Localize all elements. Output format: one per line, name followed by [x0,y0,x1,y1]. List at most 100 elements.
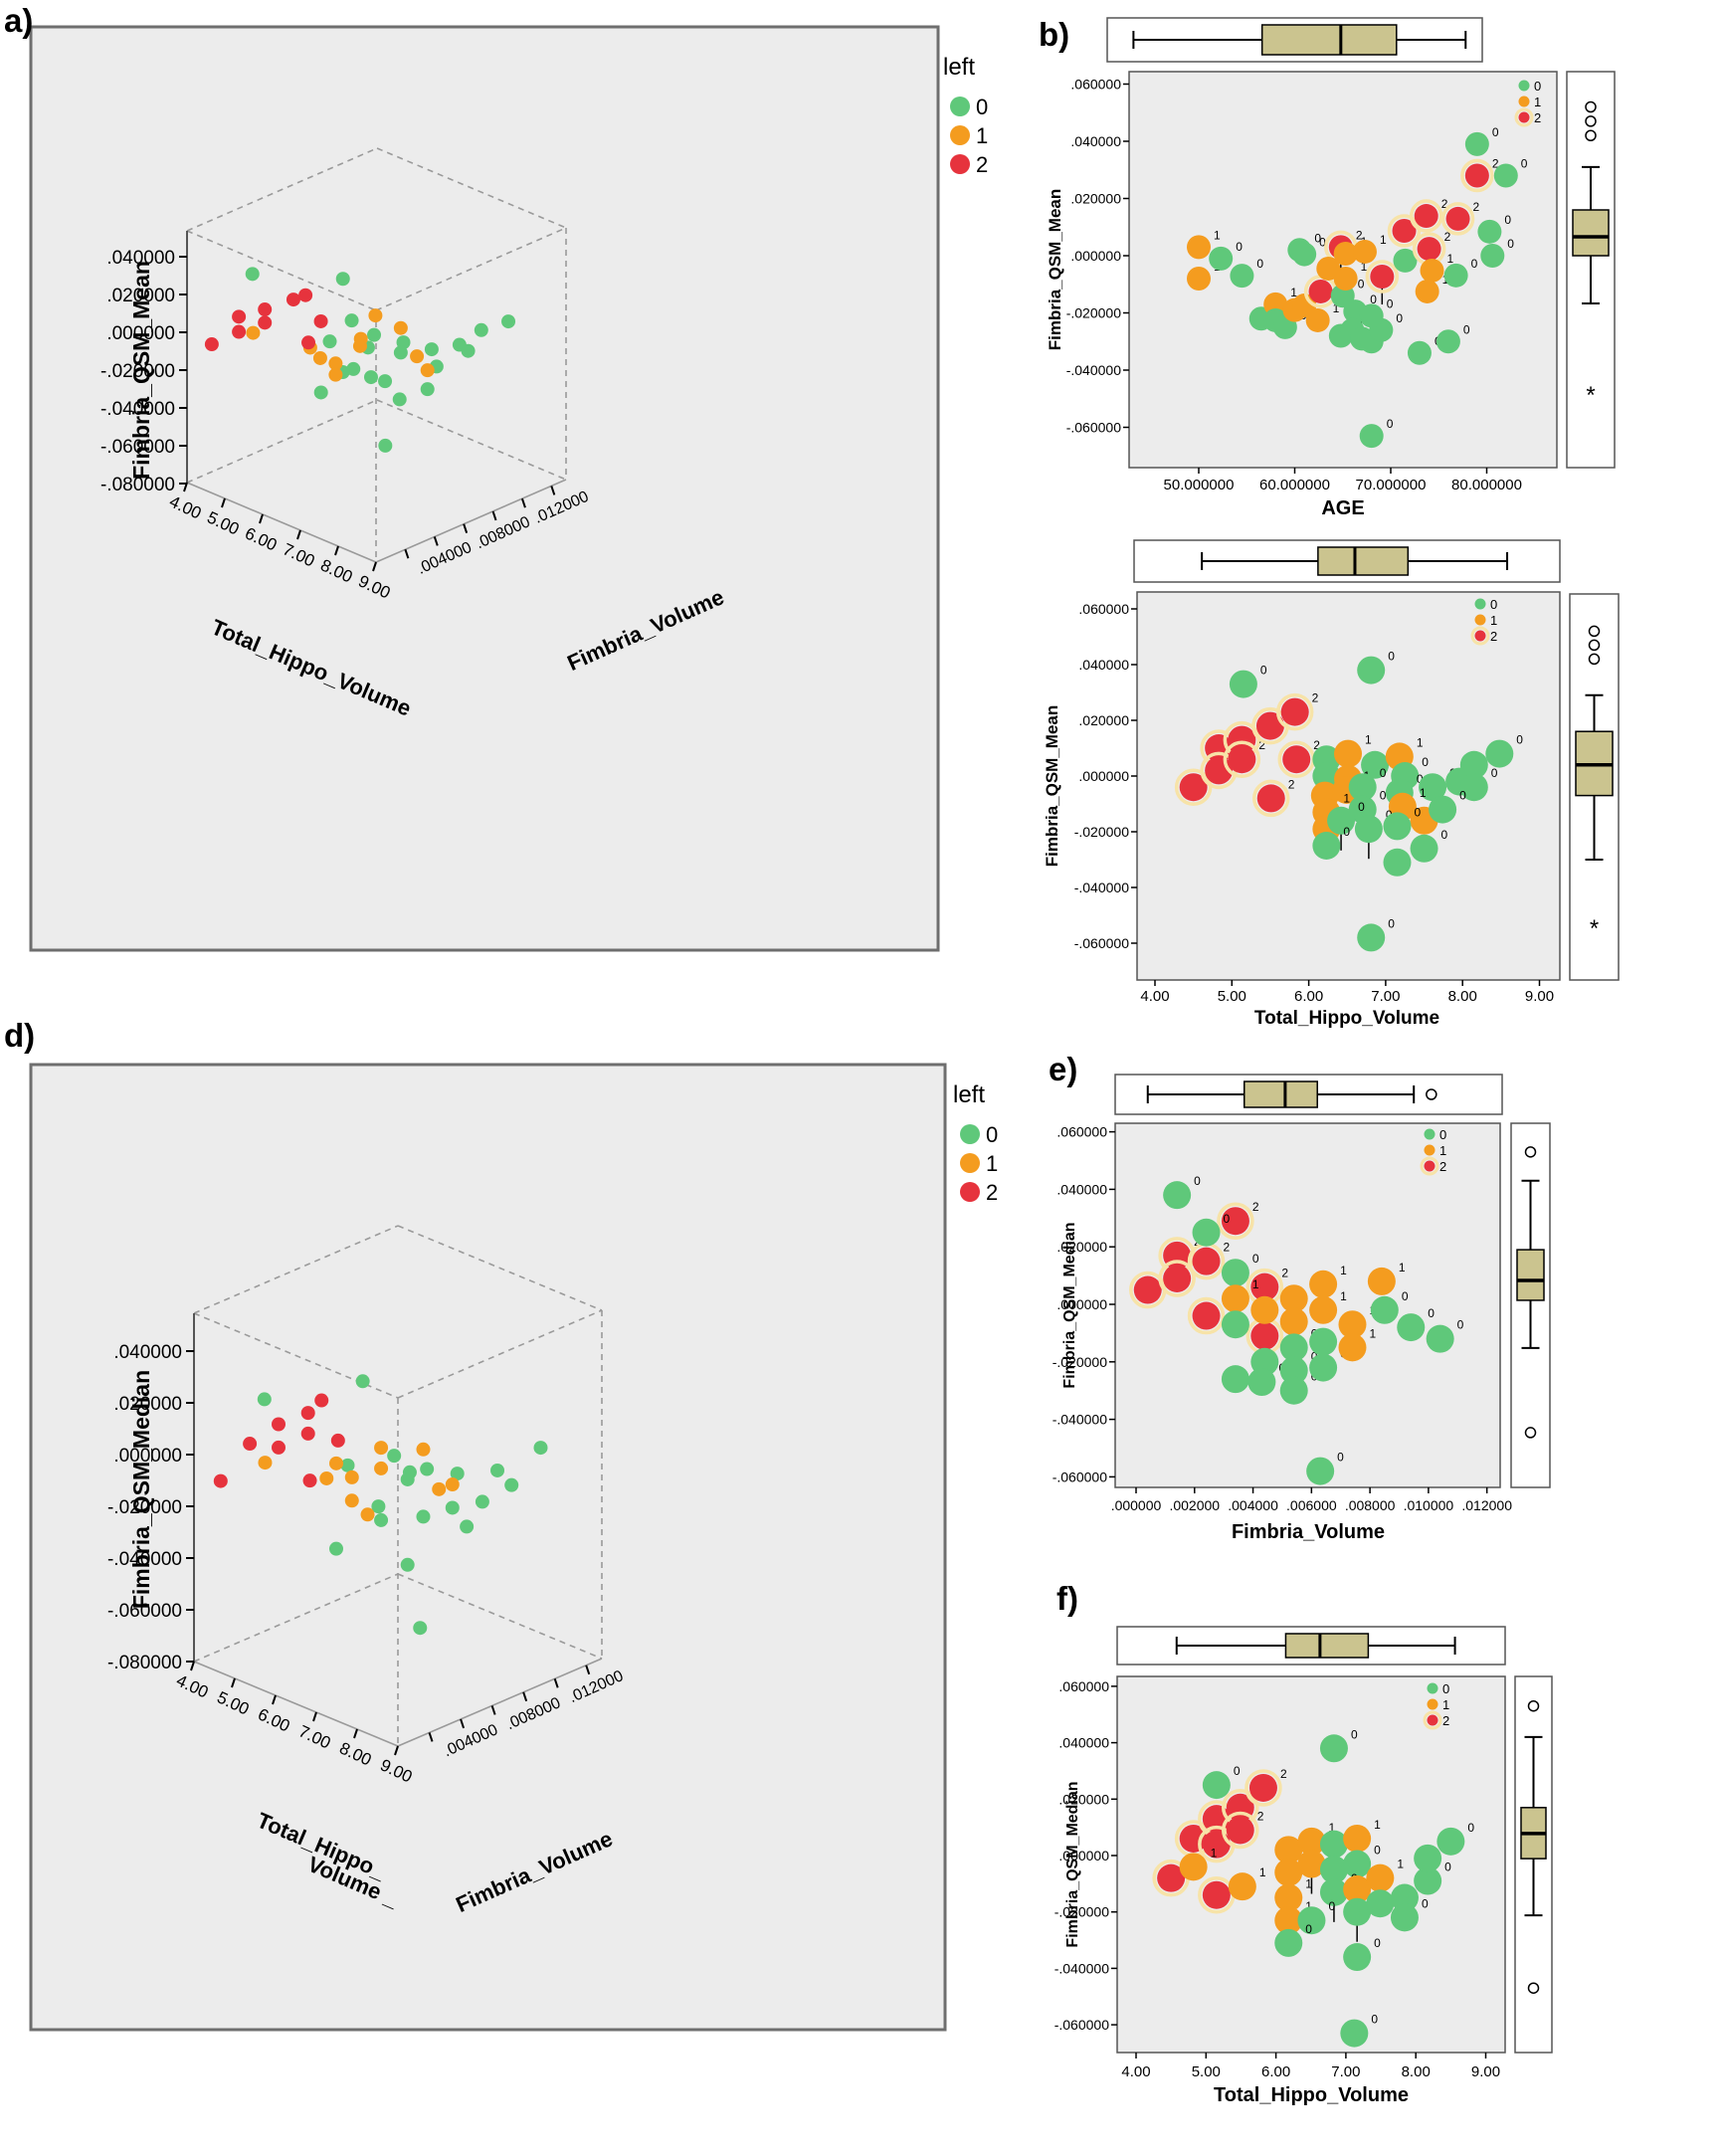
data-point-group-0 [1414,1844,1442,1872]
point-label: 1 [1259,1865,1266,1879]
cube-edge [186,482,377,563]
panel-b1-y-axis-title: Fimbria_QSM_Mean [1046,189,1064,351]
data-point-group-2 [1228,745,1256,774]
data-point-group-2 [1250,1321,1279,1350]
point-label: 0 [1371,2013,1378,2027]
data-point-3d-group-2 [232,309,247,324]
point-label: 0 [1358,277,1365,291]
data-point-3d-group-0 [490,1463,505,1477]
point-label: 0 [1388,650,1395,664]
boxplot-outlier [1588,639,1601,652]
panel-d-label: d) [4,1017,35,1054]
data-point-3d-group-1 [368,308,383,323]
point-label: 0 [1234,1764,1241,1778]
point-label: 2 [1258,738,1265,752]
legend-halo [1470,626,1490,646]
panel-b-label: b) [1039,16,1069,53]
data-point-group-1 [1250,1295,1279,1324]
data-point-group-0 [1443,263,1468,288]
data-point-group-1 [1279,1284,1308,1313]
point-label: 1 [1417,735,1424,749]
point-label: 1 [1340,1264,1347,1277]
point-label: 0 [1521,157,1528,171]
data-point-group-0 [1340,2019,1369,2048]
x-tick-label: .006000 [1286,1497,1337,1513]
point-label: 2 [1492,157,1499,171]
point-label: 0 [1328,1899,1335,1913]
z-tick-label: .000000 [106,323,175,344]
data-point-group-1 [1316,256,1341,281]
cube-edge [186,147,378,232]
cube-edge [193,1573,399,1663]
data-point-group-2 [1228,725,1256,754]
point-label: 0 [1516,733,1523,747]
point-halo [1409,199,1443,233]
cube-edge [186,399,378,484]
data-point-3d-group-1 [374,1461,389,1475]
point-label: 2 [1444,230,1451,244]
point-label: 0 [1457,1318,1464,1332]
data-point-group-0 [1410,834,1438,863]
data-point-3d-group-0 [344,313,359,328]
point-label: 2 [1224,1241,1231,1255]
x-tick-label: 70.000000 [1356,477,1427,493]
point-label: 0 [1305,1922,1312,1936]
legend-halo [1514,107,1534,127]
panel-f-label: f) [1056,1580,1078,1617]
z-tick-label: -.060000 [107,1601,182,1622]
data-point-group-0 [1209,246,1234,271]
point-halo [1221,1811,1259,1850]
data-point-group-0 [1359,424,1384,449]
point-label: 0 [1402,1289,1409,1303]
data-point-3d-group-1 [312,350,327,365]
data-point-3d-group-2 [271,1417,286,1432]
legend-swatch-2 [950,154,970,174]
y-tick-label: .000000 [1078,768,1129,784]
point-label: 0 [1194,1174,1201,1188]
data-point-group-1 [1338,1310,1367,1339]
data-point-3d-group-2 [300,1426,315,1441]
data-point-group-2 [1464,163,1489,188]
point-halo [1460,158,1494,193]
legend-label: 2 [986,1180,998,1205]
data-point-group-0 [1297,1906,1326,1935]
x-tick-label: 7.00 [1331,2063,1360,2080]
data-point-3d-group-0 [474,322,488,337]
x-tick-label: 7.00 [1371,988,1400,1005]
data-point-3d-group-0 [378,438,393,453]
panel-e-x-axis-title: Fimbria_Volume [1232,1521,1385,1543]
x-tick-label: 4.00 [1121,2063,1150,2080]
point-label: 0 [1311,1349,1318,1363]
data-point-group-1 [1305,307,1330,332]
data-point-3d-group-0 [387,1449,402,1464]
data-point-group-0 [1407,340,1432,365]
z-tick-label: -.060000 [100,437,175,458]
data-point-group-1 [1309,1295,1338,1324]
point-label: 1 [1361,260,1368,274]
point-label: 0 [1507,237,1514,251]
point-label: 0 [1387,296,1394,310]
data-point-group-1 [1415,279,1439,303]
data-point-3d-group-0 [420,382,435,397]
point-label: 0 [1467,1821,1474,1835]
point-label: 0 [1396,311,1403,325]
data-point-group-0 [1312,832,1341,860]
legend-label: 1 [1490,613,1497,628]
boxplot-outlier [1585,115,1597,127]
panel-a-label: a) [4,2,33,39]
data-point-3d-group-0 [504,1477,519,1492]
x-tick-label: 80.000000 [1451,477,1522,493]
cube-edge [397,1225,603,1311]
y-tick-label: -.020000 [1074,824,1129,840]
data-point-3d-group-0 [313,385,328,400]
legend-label: 0 [1534,79,1541,94]
legend-label: 2 [1490,629,1497,644]
data-point-group-1 [1274,1883,1303,1912]
point-label: 0 [1463,322,1470,336]
data-point-3d-group-0 [400,1557,415,1572]
z-tick-label: .020000 [106,286,175,306]
z-tick-label: -.040000 [100,399,175,420]
data-point-group-2 [1226,1816,1254,1845]
data-point-3d-group-0 [450,1467,465,1481]
